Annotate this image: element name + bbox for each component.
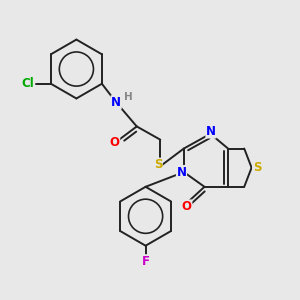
Text: Cl: Cl <box>21 77 34 90</box>
Text: N: N <box>176 166 187 178</box>
Text: N: N <box>206 125 216 138</box>
Text: S: S <box>253 161 261 174</box>
Text: O: O <box>110 136 120 149</box>
Text: F: F <box>142 255 150 268</box>
Text: N: N <box>111 96 121 109</box>
Text: S: S <box>154 158 162 171</box>
Text: O: O <box>182 200 192 213</box>
Text: H: H <box>124 92 133 102</box>
